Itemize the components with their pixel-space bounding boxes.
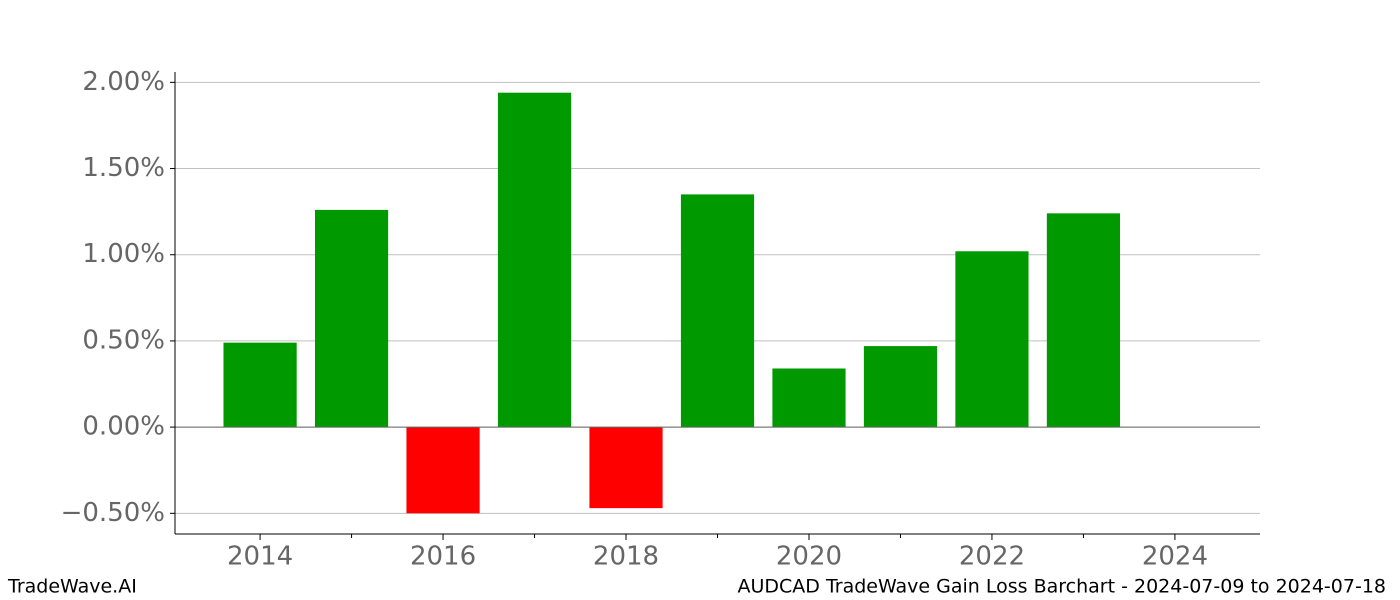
- bar: [406, 427, 480, 514]
- bar: [680, 194, 755, 428]
- bar: [497, 92, 572, 428]
- bar: [589, 427, 663, 509]
- y-tick-label: 0.50%: [82, 325, 165, 355]
- chart-title: AUDCAD TradeWave Gain Loss Barchart - 20…: [737, 576, 1386, 598]
- x-tick-label: 2022: [959, 542, 1025, 572]
- x-tick-label: 2014: [227, 542, 293, 572]
- x-tick-label: 2024: [1142, 542, 1208, 572]
- bar: [223, 342, 297, 428]
- y-tick-label: 0.00%: [82, 412, 165, 442]
- bar: [955, 251, 1029, 428]
- watermark: TradeWave.AI: [7, 576, 137, 598]
- bar: [772, 368, 846, 428]
- x-tick-label: 2018: [593, 542, 659, 572]
- y-tick-label: 2.00%: [82, 67, 165, 97]
- y-tick-label: 1.00%: [82, 239, 165, 269]
- y-tick-label: 1.50%: [82, 153, 165, 183]
- bar: [863, 346, 938, 428]
- x-tick-label: 2020: [776, 542, 842, 572]
- bar: [1046, 213, 1121, 428]
- y-tick-label: −0.50%: [61, 498, 165, 528]
- bar: [314, 209, 389, 428]
- x-tick-label: 2016: [410, 542, 476, 572]
